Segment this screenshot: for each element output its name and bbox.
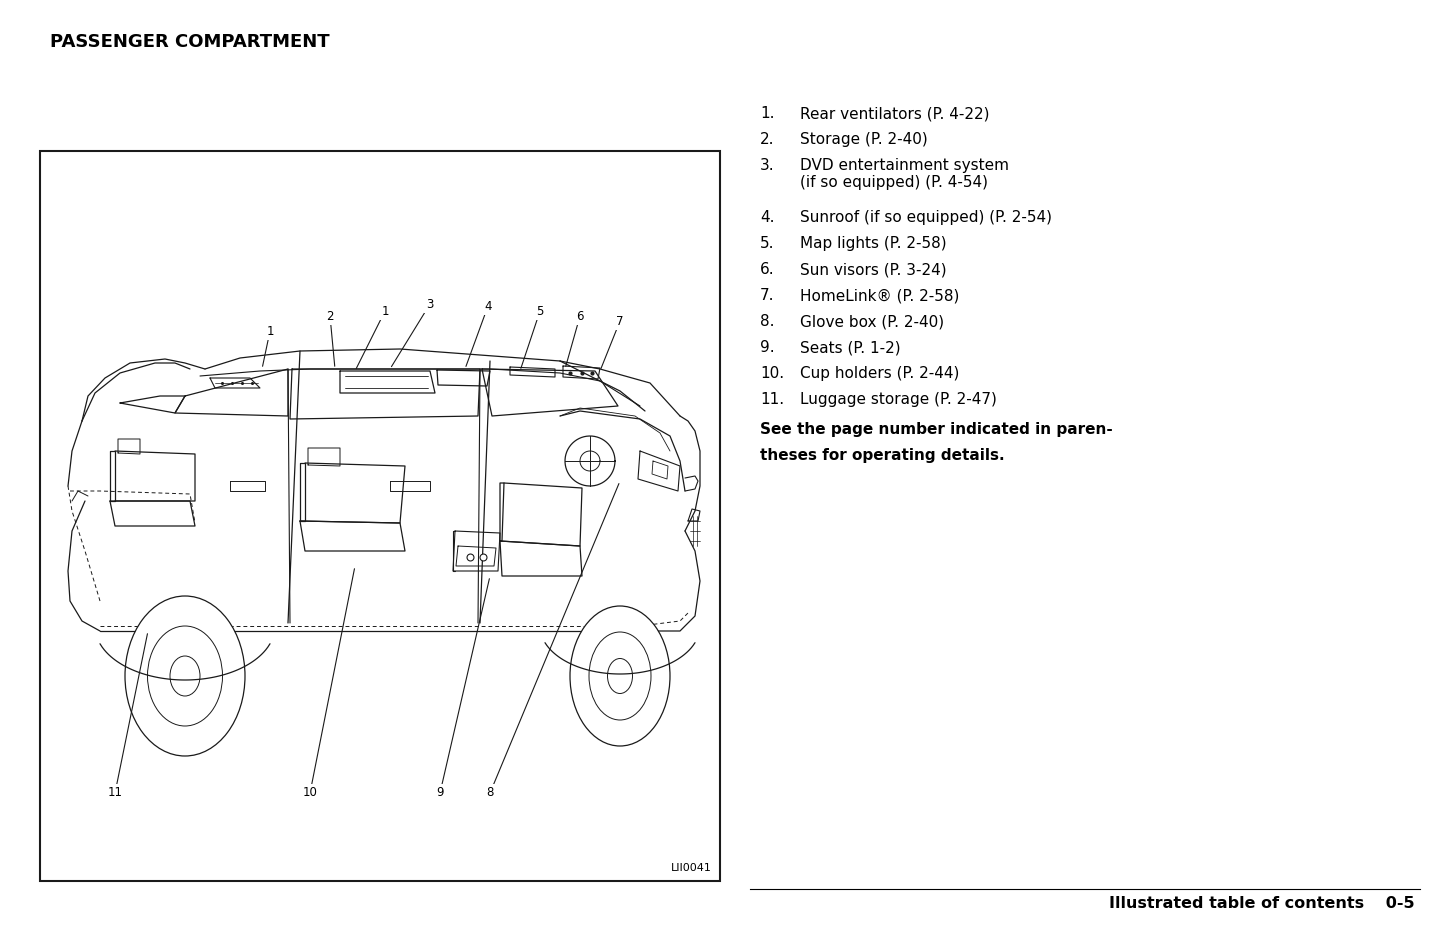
Text: Glove box (P. 2-40): Glove box (P. 2-40): [801, 314, 944, 329]
Text: 1: 1: [266, 325, 273, 338]
Text: 9.: 9.: [760, 340, 775, 355]
Text: 4.: 4.: [760, 210, 775, 225]
Text: 10.: 10.: [760, 366, 785, 381]
Ellipse shape: [590, 632, 652, 720]
Ellipse shape: [147, 626, 223, 726]
Text: 7.: 7.: [760, 288, 775, 303]
Ellipse shape: [171, 656, 199, 696]
Ellipse shape: [569, 606, 670, 746]
Text: 5.: 5.: [760, 236, 775, 251]
Text: 8.: 8.: [760, 314, 775, 329]
Text: 2: 2: [327, 310, 334, 323]
Text: 11: 11: [107, 787, 123, 800]
Text: 5: 5: [536, 305, 543, 317]
Text: 11.: 11.: [760, 392, 785, 407]
Text: LII0041: LII0041: [670, 863, 712, 873]
Bar: [40, 151, 720, 881]
Text: Map lights (P. 2-58): Map lights (P. 2-58): [801, 236, 946, 251]
Text: 3: 3: [426, 297, 434, 311]
Text: 10: 10: [302, 787, 318, 800]
Text: 1: 1: [381, 305, 389, 317]
Text: Cup holders (P. 2-44): Cup holders (P. 2-44): [801, 366, 959, 381]
Text: Storage (P. 2-40): Storage (P. 2-40): [801, 132, 928, 147]
Text: 8: 8: [487, 787, 494, 800]
Text: Sunroof (if so equipped) (P. 2-54): Sunroof (if so equipped) (P. 2-54): [801, 210, 1052, 225]
Text: See the page number indicated in paren-: See the page number indicated in paren-: [760, 422, 1113, 437]
Text: 1.: 1.: [760, 106, 775, 121]
Text: 3.: 3.: [760, 158, 775, 173]
Text: HomeLink® (P. 2-58): HomeLink® (P. 2-58): [801, 288, 959, 303]
Text: Sun visors (P. 3-24): Sun visors (P. 3-24): [801, 262, 946, 277]
Text: Seats (P. 1-2): Seats (P. 1-2): [801, 340, 900, 355]
Text: 4: 4: [484, 299, 491, 312]
Ellipse shape: [126, 596, 246, 756]
Text: PASSENGER COMPARTMENT: PASSENGER COMPARTMENT: [51, 33, 329, 51]
Ellipse shape: [607, 659, 633, 694]
Text: Luggage storage (P. 2-47): Luggage storage (P. 2-47): [801, 392, 997, 407]
Text: 9: 9: [436, 787, 444, 800]
Text: 2.: 2.: [760, 132, 775, 147]
Text: DVD entertainment system
(if so equipped) (P. 4-54): DVD entertainment system (if so equipped…: [801, 158, 1009, 190]
Text: 6: 6: [577, 310, 584, 323]
Text: 6.: 6.: [760, 262, 775, 277]
Text: Rear ventilators (P. 4-22): Rear ventilators (P. 4-22): [801, 106, 990, 121]
Text: Illustrated table of contents  0-5: Illustrated table of contents 0-5: [1110, 896, 1415, 911]
Text: 7: 7: [616, 314, 624, 327]
Text: theses for operating details.: theses for operating details.: [760, 448, 1004, 463]
